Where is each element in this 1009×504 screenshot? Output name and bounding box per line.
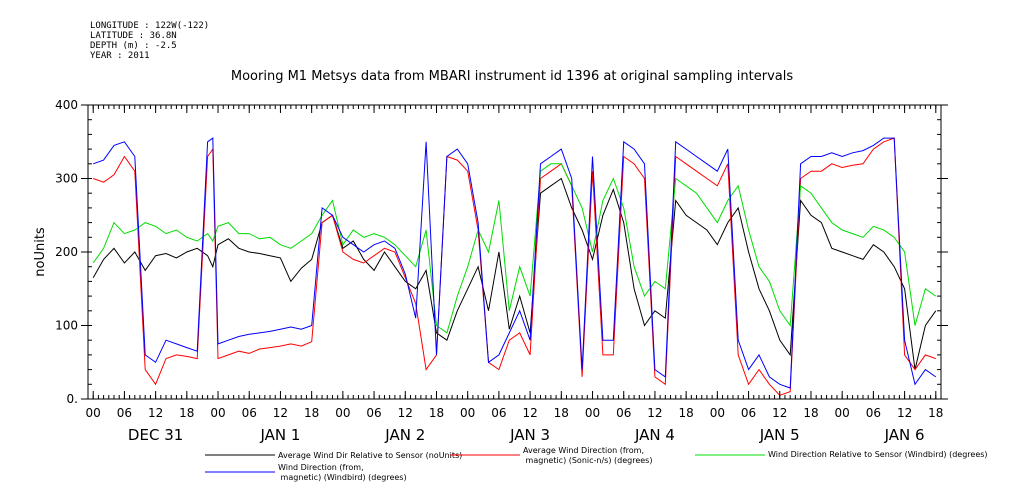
x-tick-label: 12 <box>148 406 163 420</box>
axis-layer: 0. 100 200 300 400 00 06 12 18 00 06 12 18 00 06 12 18 00… <box>55 98 948 444</box>
x-day-label: JAN 4 <box>634 426 675 444</box>
x-tick-label: 12 <box>647 406 662 420</box>
x-day-label: DEC 31 <box>128 426 183 444</box>
y-tick-label: 100 <box>55 319 78 333</box>
x-tick-label: 06 <box>491 406 506 420</box>
x-day-label: JAN 2 <box>384 426 425 444</box>
x-tick-label: 18 <box>429 406 444 420</box>
legend-label-2: Average Wind Direction (from, magnetic) … <box>523 446 652 465</box>
x-tick-label: 00 <box>585 406 600 420</box>
series-line-1 <box>92 177 937 370</box>
x-tick-label: 06 <box>616 406 631 420</box>
x-tick-label: 06 <box>366 406 381 420</box>
depth-text: DEPTH (m) : -2.5 <box>90 41 177 51</box>
series-layer <box>92 137 937 396</box>
y-tick-label: 0. <box>67 392 78 406</box>
series-line-4 <box>93 137 937 389</box>
metadata-block: LONGITUDE : 122W(-122) LATITUDE : 36.8N … <box>90 21 209 61</box>
x-tick-label: 18 <box>179 406 194 420</box>
series-line-3 <box>92 163 937 334</box>
x-tick-label: 18 <box>554 406 569 420</box>
x-tick-label: 12 <box>772 406 787 420</box>
x-tick-label: 06 <box>117 406 132 420</box>
longitude-text: LONGITUDE : 122W(-122) <box>90 21 210 31</box>
legend-label-1: Average Wind Dir Relative to Sensor (noU… <box>278 451 462 460</box>
y-tick-label: 300 <box>55 172 78 186</box>
y-tick-label: 400 <box>55 98 78 112</box>
y-tick-label: 200 <box>55 245 78 259</box>
x-tick-label: 00 <box>86 406 101 420</box>
x-tick-label: 06 <box>242 406 257 420</box>
x-tick-label: 12 <box>398 406 413 420</box>
legend-label-3: Wind Direction Relative to Sensor (Windb… <box>768 450 988 459</box>
y-axis-label: noUnits <box>33 227 48 277</box>
x-tick-label: 12 <box>897 406 912 420</box>
x-tick-label: 06 <box>866 406 881 420</box>
x-tick-label: 06 <box>741 406 756 420</box>
x-day-label: JAN 5 <box>759 426 800 444</box>
x-tick-label: 12 <box>522 406 537 420</box>
x-tick-label: 18 <box>678 406 693 420</box>
x-tick-label: 18 <box>304 406 319 420</box>
chart-title: Mooring M1 Metsys data from MBARI instru… <box>231 69 793 84</box>
x-tick-label: 18 <box>803 406 818 420</box>
x-tick-label: 00 <box>335 406 350 420</box>
x-tick-label: 18 <box>928 406 943 420</box>
latitude-text: LATITUDE : 36.8N <box>90 31 177 41</box>
x-day-label: JAN 3 <box>509 426 550 444</box>
series-line-2 <box>93 137 936 396</box>
x-day-label: JAN 6 <box>884 426 925 444</box>
x-tick-label: 00 <box>460 406 475 420</box>
year-text: YEAR : 2011 <box>90 51 150 61</box>
legend-label-4: Wind Direction (from, magnetic) (Windbir… <box>278 463 407 482</box>
x-tick-label: 12 <box>273 406 288 420</box>
legend: Average Wind Dir Relative to Sensor (noU… <box>205 446 988 482</box>
x-tick-label: 00 <box>710 406 725 420</box>
x-day-label: JAN 1 <box>259 426 300 444</box>
x-tick-label: 00 <box>835 406 850 420</box>
x-tick-label: 00 <box>210 406 225 420</box>
